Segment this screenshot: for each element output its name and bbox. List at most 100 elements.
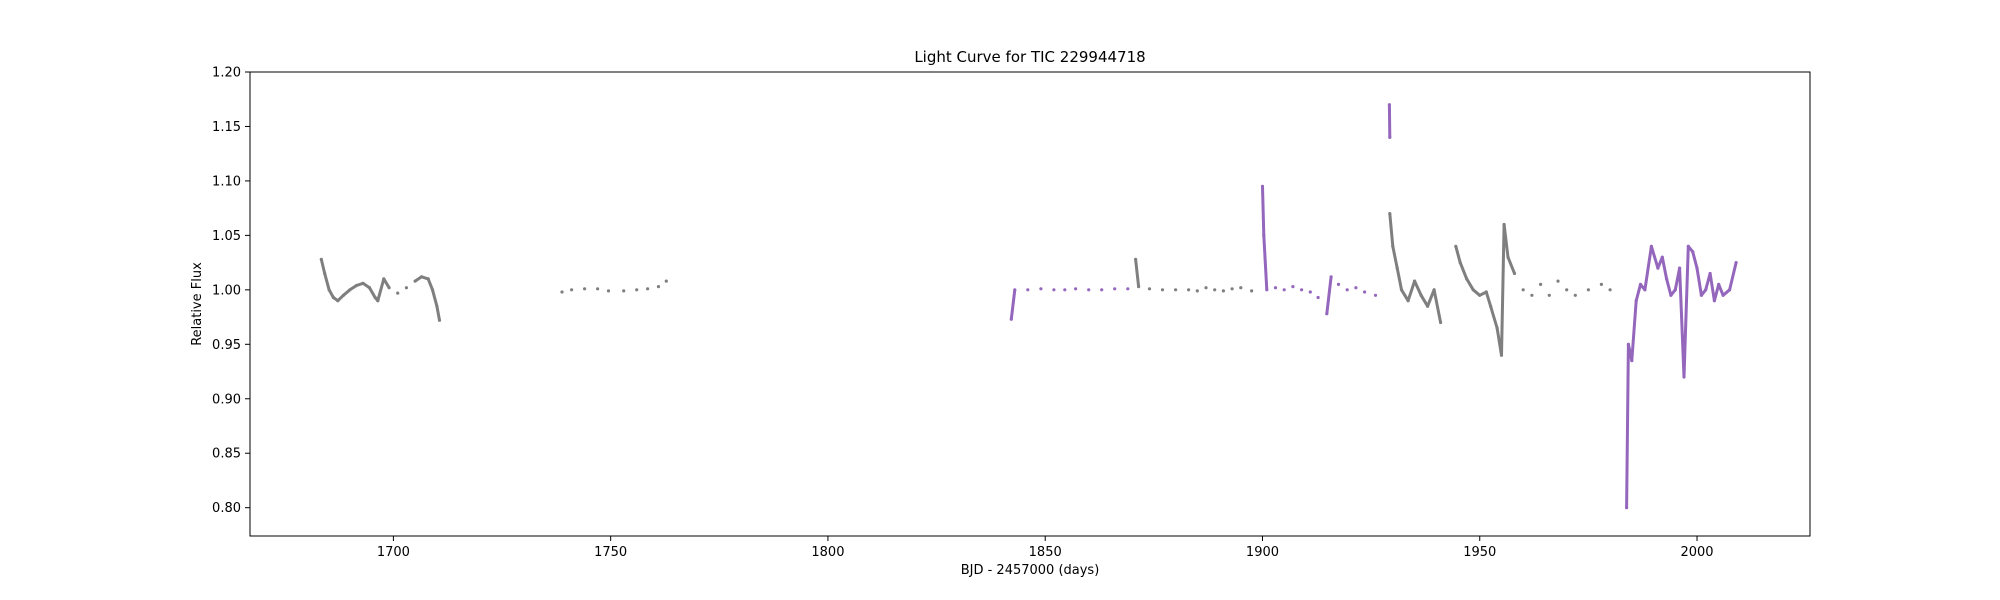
- data-point: [1502, 222, 1506, 227]
- data-point: [1478, 293, 1482, 297]
- data-point: [1265, 288, 1269, 292]
- flux-trace: [319, 258, 391, 303]
- data-point: [1336, 282, 1341, 286]
- data-point: [1539, 282, 1543, 286]
- data-point: [1087, 288, 1091, 292]
- data-point: [1471, 288, 1475, 292]
- data-point: [1454, 244, 1458, 248]
- data-point: [387, 286, 391, 290]
- data-point: [1239, 286, 1243, 290]
- data-point: [341, 293, 345, 297]
- data-point: [1134, 257, 1138, 261]
- data-point: [376, 299, 380, 303]
- data-point: [1521, 288, 1525, 292]
- data-point: [1406, 299, 1410, 303]
- x-axis-ticks: 1700 1750 1800 1850 1900 1950 2000: [377, 536, 1714, 560]
- data-point: [1708, 271, 1712, 276]
- data-point: [1721, 293, 1725, 297]
- data-point: [1673, 288, 1677, 292]
- data-point: [1630, 359, 1634, 363]
- data-point: [426, 277, 430, 281]
- data-point: [1126, 287, 1130, 291]
- data-point: [1704, 288, 1708, 292]
- data-point: [1665, 277, 1669, 281]
- data-point: [1638, 282, 1643, 286]
- data-point: [1626, 342, 1630, 346]
- data-point: [1195, 289, 1199, 293]
- data-point: [596, 287, 600, 291]
- chart-title: Light Curve for TIC 229944718: [914, 48, 1145, 66]
- data-point: [560, 290, 564, 294]
- data-point: [1643, 288, 1647, 292]
- data-point: [1147, 287, 1152, 291]
- data-point: [1695, 266, 1699, 270]
- data-point: [1160, 288, 1165, 292]
- flux-series-0: [319, 212, 1612, 357]
- data-point: [656, 285, 661, 289]
- flux-trace: [1261, 186, 1269, 290]
- data-point: [1388, 135, 1392, 139]
- data-point: [1489, 304, 1493, 308]
- data-point: [331, 295, 335, 300]
- data-point: [1458, 261, 1462, 265]
- data-point: [1187, 288, 1191, 292]
- y-tick-label: 1.00: [212, 283, 241, 298]
- data-point: [336, 299, 340, 303]
- data-point: [1074, 287, 1078, 291]
- data-point: [420, 275, 424, 279]
- data-point: [1413, 279, 1417, 283]
- data-point: [1260, 184, 1265, 188]
- data-point: [1262, 233, 1266, 237]
- data-point: [404, 286, 408, 290]
- data-point: [1373, 293, 1378, 297]
- x-tick-label: 1950: [1463, 545, 1496, 560]
- plot-area: [319, 103, 1738, 510]
- data-point: [435, 304, 439, 308]
- flux-trace: [1325, 276, 1333, 314]
- data-point: [1230, 287, 1234, 291]
- y-tick-label: 1.05: [212, 229, 241, 244]
- flux-trace: [1388, 213, 1443, 323]
- data-point: [1291, 285, 1295, 289]
- data-point: [1221, 289, 1225, 293]
- data-point: [635, 288, 639, 292]
- data-point: [1512, 271, 1517, 276]
- data-point: [1300, 288, 1304, 292]
- data-point: [354, 283, 359, 288]
- data-point: [361, 281, 365, 285]
- data-point: [583, 287, 587, 291]
- data-point: [1391, 244, 1395, 248]
- y-tick-label: 1.10: [212, 174, 241, 189]
- data-point: [1547, 293, 1551, 297]
- data-point: [1308, 290, 1312, 294]
- data-point: [1204, 286, 1208, 290]
- data-point: [1678, 266, 1682, 270]
- flux-trace: [414, 275, 441, 321]
- data-point: [1439, 320, 1443, 325]
- y-tick-label: 0.85: [212, 447, 241, 462]
- data-point: [1530, 293, 1534, 297]
- data-point: [1354, 286, 1358, 290]
- data-point: [1565, 288, 1569, 292]
- data-point: [1316, 295, 1320, 300]
- x-tick-label: 1850: [1029, 545, 1062, 560]
- data-point: [1250, 289, 1254, 293]
- flux-trace: [1009, 289, 1017, 320]
- data-point: [437, 318, 442, 322]
- data-point: [1634, 299, 1638, 303]
- data-point: [570, 288, 574, 292]
- data-point: [1734, 261, 1738, 265]
- data-point: [1419, 293, 1423, 297]
- data-point: [622, 289, 626, 293]
- data-point: [327, 288, 331, 292]
- data-point: [1660, 255, 1664, 259]
- y-tick-label: 1.15: [212, 120, 241, 135]
- data-point: [1699, 293, 1703, 297]
- y-tick-label: 0.95: [212, 338, 241, 353]
- data-point: [1506, 255, 1510, 259]
- flux-series-1: [1009, 103, 1738, 510]
- data-point: [1691, 250, 1695, 254]
- data-point: [1717, 282, 1721, 286]
- data-point: [1363, 290, 1367, 294]
